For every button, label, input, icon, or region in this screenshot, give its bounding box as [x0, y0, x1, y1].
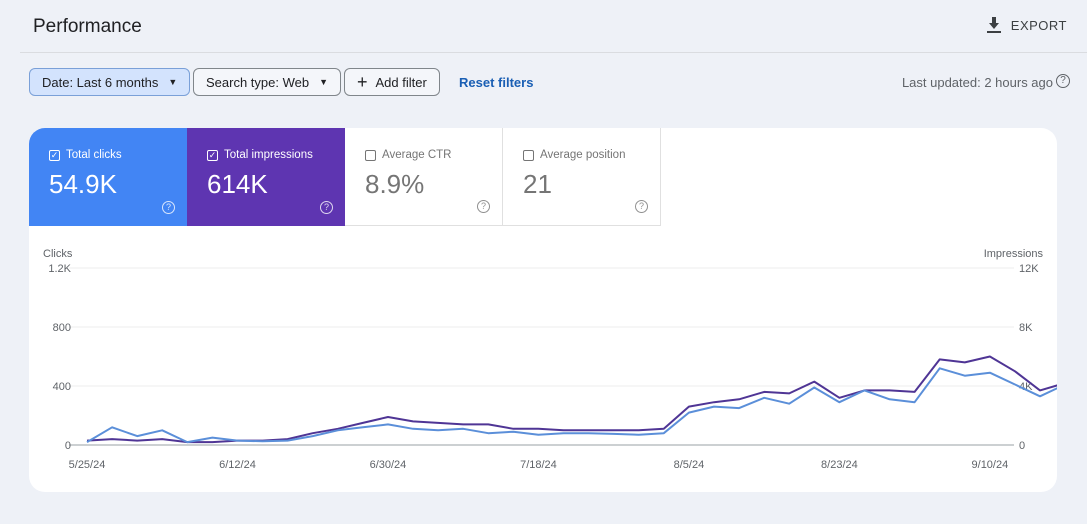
x-tick: 6/12/24 — [219, 459, 256, 471]
x-tick: 7/18/24 — [520, 459, 557, 471]
y-right-tick: 4K — [1019, 381, 1033, 393]
last-updated: Last updated: 2 hours ago — [901, 75, 1053, 90]
y-left-tick: 400 — [53, 381, 71, 393]
y-left-tick: 800 — [53, 322, 71, 334]
y-right-tick: 12K — [1019, 263, 1039, 275]
x-tick: 9/10/24 — [972, 459, 1009, 471]
help-icon[interactable]: ? — [1056, 74, 1070, 88]
checkbox-checked-icon[interactable]: ✓ — [49, 149, 60, 161]
caret-down-icon: ▼ — [168, 77, 178, 87]
export-button[interactable]: EXPORT — [986, 17, 1067, 33]
performance-chart[interactable]: Clicks Impressions 0 0 400 4K 800 8K 1.2K 12K 5/… — [29, 128, 1057, 492]
metric-card-ctr[interactable]: Average CTR 8.9%? — [345, 128, 503, 226]
search-type-label: Search type: Web — [206, 74, 310, 90]
download-icon — [986, 17, 1001, 33]
x-tick: 8/5/24 — [674, 459, 705, 471]
export-label: EXPORT — [1010, 17, 1067, 33]
x-tick: 8/23/24 — [821, 459, 858, 471]
metric-value: 21 — [523, 169, 552, 199]
y-left-tick: 1.2K — [48, 263, 71, 275]
performance-panel: ✓ Total clicks 54.9K? ✓ Total impressions 61… — [29, 128, 1057, 492]
metric-label: Total clicks — [66, 149, 122, 161]
x-tick: 5/25/24 — [69, 459, 106, 471]
checkbox-unchecked-icon[interactable] — [523, 149, 534, 161]
caret-down-icon: ▼ — [319, 77, 329, 87]
y-left-label: Clicks — [43, 248, 73, 260]
metric-value: 54.9K — [49, 169, 117, 199]
x-tick: 6/30/24 — [370, 459, 407, 471]
help-icon[interactable]: ? — [320, 201, 333, 214]
y-right-tick: 8K — [1019, 322, 1033, 334]
y-right-tick: 0 — [1019, 440, 1025, 452]
divider — [20, 52, 1087, 53]
checkbox-unchecked-icon[interactable] — [365, 149, 376, 161]
metric-card-position[interactable]: Average position 21? — [503, 128, 661, 226]
metric-label: Average CTR — [382, 149, 452, 161]
metric-card-impressions[interactable]: ✓ Total impressions 614K? — [187, 128, 345, 226]
date-filter[interactable]: Date: Last 6 months ▼ — [29, 68, 191, 96]
add-filter-label: Add filter — [375, 74, 427, 90]
search-type-filter[interactable]: Search type: Web ▼ — [193, 68, 342, 96]
series-line-clicks — [86, 367, 1057, 444]
y-right-label: Impressions — [984, 248, 1044, 260]
metric-value: 8.9% — [365, 169, 425, 199]
series-line-impressions — [86, 355, 1057, 444]
help-icon[interactable]: ? — [635, 200, 648, 213]
checkbox-checked-icon[interactable]: ✓ — [207, 149, 218, 161]
metric-label: Average position — [540, 149, 626, 161]
metric-value: 614K — [207, 169, 268, 199]
help-icon[interactable]: ? — [477, 200, 490, 213]
y-left-tick: 0 — [65, 440, 71, 452]
reset-filters-link[interactable]: Reset filters — [459, 75, 534, 90]
page-title: Performance — [33, 16, 142, 37]
metric-card-clicks[interactable]: ✓ Total clicks 54.9K? — [29, 128, 187, 226]
metric-label: Total impressions — [224, 149, 313, 161]
add-filter-button[interactable]: + Add filter — [344, 68, 440, 96]
plus-icon: + — [357, 71, 368, 92]
date-filter-label: Date: Last 6 months — [42, 74, 159, 90]
help-icon[interactable]: ? — [162, 201, 175, 214]
